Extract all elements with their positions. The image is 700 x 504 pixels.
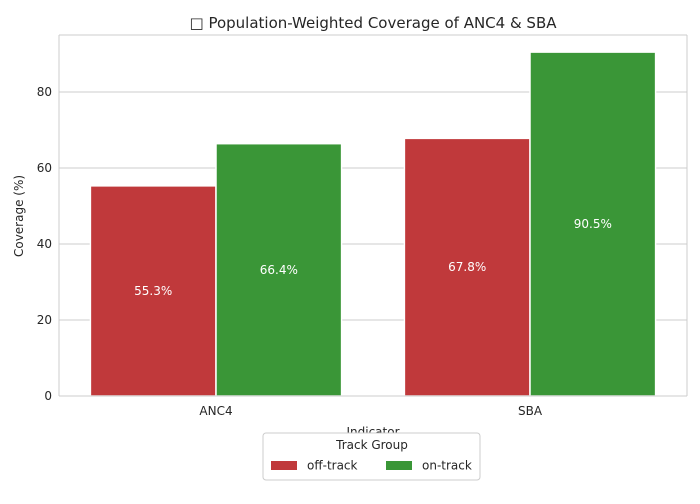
bar-value-label: 90.5% bbox=[574, 217, 612, 231]
bar-value-label: 55.3% bbox=[134, 284, 172, 298]
x-tick-label: ANC4 bbox=[199, 404, 232, 418]
legend-title: Track Group bbox=[335, 438, 408, 452]
bar-on-track-sba bbox=[529, 51, 657, 397]
bar-off-track-anc4 bbox=[89, 185, 217, 397]
chart-title: □ Population-Weighted Coverage of ANC4 &… bbox=[190, 14, 558, 32]
x-tick-label: SBA bbox=[518, 404, 543, 418]
y-axis-label: Coverage (%) bbox=[12, 175, 26, 257]
legend-label-on-track: on-track bbox=[422, 459, 472, 473]
legend-items: off-track on-track bbox=[271, 459, 472, 473]
y-tick-label: 80 bbox=[37, 85, 52, 99]
y-tick-label: 60 bbox=[37, 161, 52, 175]
bar-value-label: 66.4% bbox=[260, 263, 298, 277]
y-tick-label: 0 bbox=[44, 389, 52, 403]
bar-value-label: 67.8% bbox=[448, 260, 486, 274]
y-tick-label: 40 bbox=[37, 237, 52, 251]
legend-label-off-track: off-track bbox=[307, 459, 358, 473]
axes: 0 20 40 60 80 ANC4 SBA bbox=[37, 34, 688, 418]
legend-frame bbox=[262, 432, 481, 481]
legend-swatch-on-track bbox=[386, 461, 412, 470]
y-tick-label: 20 bbox=[37, 313, 52, 327]
legend: Track Group off-track on-track bbox=[262, 432, 481, 481]
bar-off-track-sba bbox=[403, 137, 531, 397]
legend-swatch-off-track bbox=[271, 461, 297, 470]
bar-value-labels: 55.3% 66.4% 67.8% 90.5% bbox=[134, 217, 612, 298]
bars bbox=[89, 51, 657, 397]
